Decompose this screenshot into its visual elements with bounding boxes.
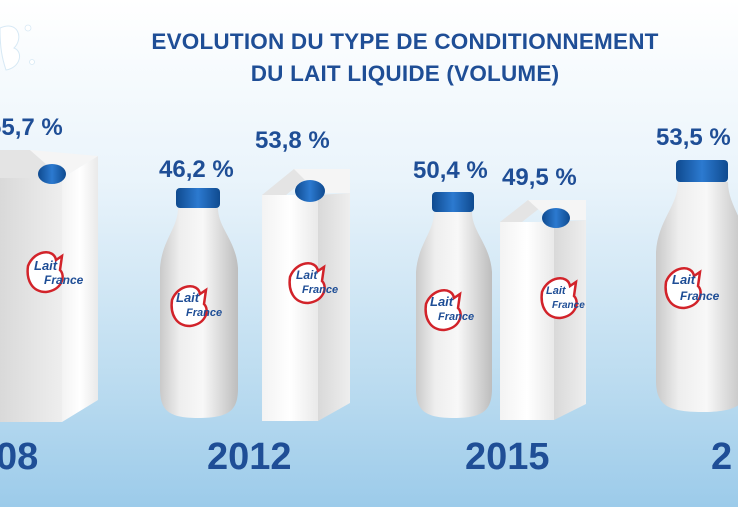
cap-icon xyxy=(176,188,220,208)
chart-title: EVOLUTION DU TYPE DE CONDITIONNEMENT DU … xyxy=(95,26,715,90)
logo-word-france: France xyxy=(44,273,84,287)
logo-word-lait: Lait xyxy=(34,258,58,273)
data-label-2015-carton: 49,5 % xyxy=(502,164,577,191)
logo-word-lait: Lait xyxy=(430,294,454,309)
logo-word-lait: Lait xyxy=(546,285,567,297)
cap-icon xyxy=(295,180,325,202)
bottle-2015: Lait France xyxy=(416,192,492,418)
logo-word-france: France xyxy=(552,300,585,311)
cap-icon xyxy=(676,160,728,182)
data-label-2015-bottle: 50,4 % xyxy=(413,157,488,184)
logo-word-lait: Lait xyxy=(176,290,200,305)
carton-2008: Lait France xyxy=(0,150,98,422)
year-label-2012: 2012 xyxy=(207,436,292,478)
year-label-2015: 2015 xyxy=(465,436,550,478)
cap-icon xyxy=(432,192,474,212)
cap-icon xyxy=(38,164,66,184)
bottle-last: Lait France xyxy=(656,160,738,412)
year-label-2008: 08 xyxy=(0,436,39,478)
bottle-2012: Lait France xyxy=(160,188,238,418)
logo-word-lait: Lait xyxy=(296,268,318,282)
carton-2012: Lait France xyxy=(262,169,350,421)
carton-2015: Lait France xyxy=(500,200,586,420)
logo-word-france: France xyxy=(438,311,474,323)
data-label-last-bottle: 53,5 % xyxy=(656,124,731,151)
data-label-2012-carton: 53,8 % xyxy=(255,127,330,154)
milk-splash-icon xyxy=(0,24,35,71)
chart-title-line-2: DU LAIT LIQUIDE (VOLUME) xyxy=(250,61,560,86)
logo-word-france: France xyxy=(186,307,222,319)
year-label-last: 2 xyxy=(711,436,733,478)
logo-word-france: France xyxy=(680,289,720,303)
logo-word-lait: Lait xyxy=(672,272,696,287)
chart-title-line-1: EVOLUTION DU TYPE DE CONDITIONNEMENT xyxy=(151,29,659,54)
data-label-2012-bottle: 46,2 % xyxy=(159,156,234,183)
data-label-2008-carton: 55,7 % xyxy=(0,114,63,141)
logo-word-france: France xyxy=(302,284,338,296)
cap-icon xyxy=(542,208,570,228)
